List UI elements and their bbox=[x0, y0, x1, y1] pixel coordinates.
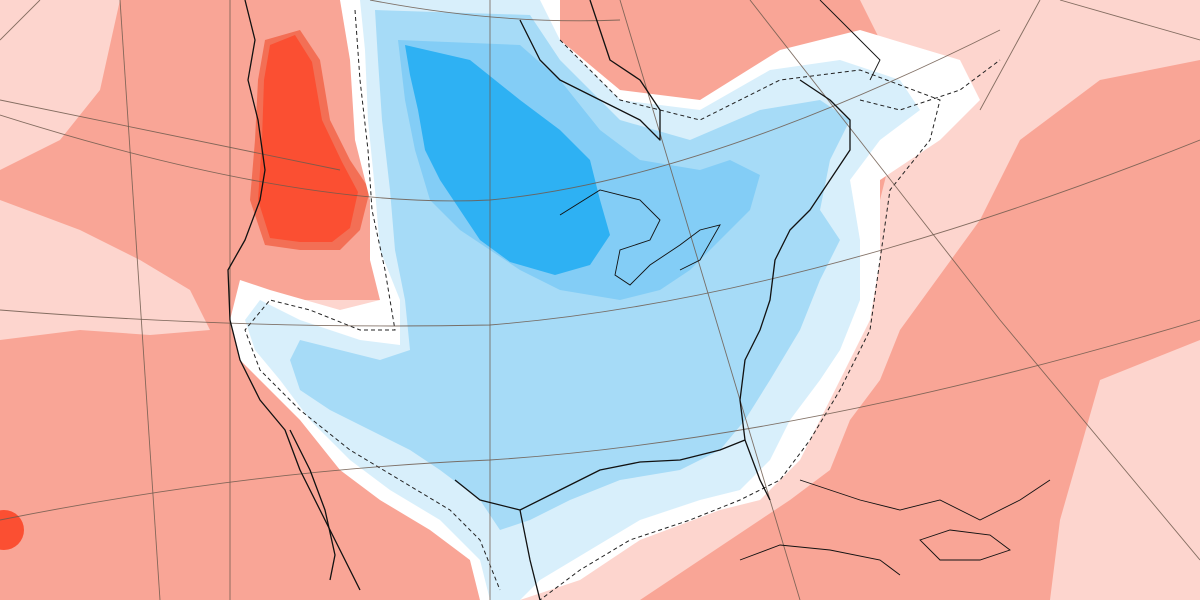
meridian-line bbox=[119, 0, 161, 600]
meridian-line bbox=[1059, 0, 1200, 41]
parallel-line bbox=[0, 139, 1200, 327]
warm-strong-spot-pacific bbox=[0, 510, 24, 550]
parallel-line bbox=[369, 0, 621, 22]
coastline-cuba bbox=[739, 544, 901, 576]
meridian-line bbox=[0, 99, 341, 171]
coastline-gulf bbox=[454, 439, 771, 511]
parallel-line bbox=[0, 29, 1001, 202]
warm-light-region-pacific bbox=[0, 200, 210, 340]
coastline-great-lakes bbox=[559, 189, 721, 286]
coastline-atlantic bbox=[739, 79, 851, 441]
meridian-line bbox=[979, 0, 1041, 111]
coastline-west bbox=[227, 0, 361, 591]
coastline-caribbean bbox=[799, 479, 1051, 521]
coastline-baja bbox=[289, 429, 336, 581]
contour-line-northeast bbox=[859, 59, 1001, 111]
cool-intense-region bbox=[405, 45, 610, 275]
warm-intense-region-west bbox=[258, 35, 358, 242]
parallel-line bbox=[0, 319, 1200, 521]
coastline-mexico-gulf bbox=[519, 509, 541, 600]
warm-light-region-northwest bbox=[0, 0, 120, 170]
coastline-hudson-bay bbox=[519, 0, 661, 141]
coastline-hispaniola bbox=[919, 529, 1011, 561]
coastline-labrador bbox=[819, 0, 881, 81]
contour-line-east bbox=[539, 39, 941, 600]
meridian-line bbox=[749, 0, 1200, 561]
meridian-line bbox=[0, 0, 41, 41]
